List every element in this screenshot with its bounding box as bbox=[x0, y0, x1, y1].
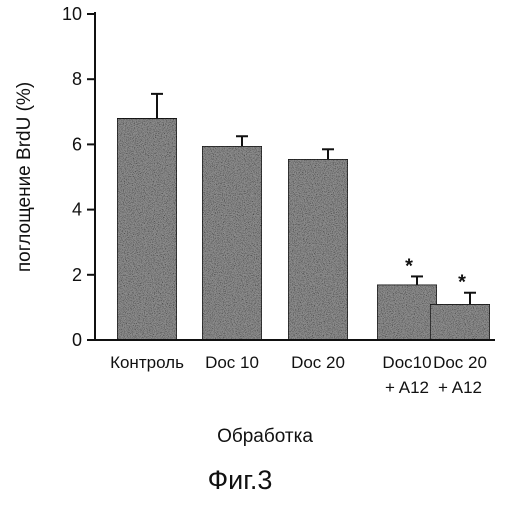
figure-caption: Фиг.3 bbox=[208, 465, 273, 495]
y-tick-label-2: 2 bbox=[72, 265, 82, 285]
bar-5 bbox=[430, 304, 490, 340]
x-axis-title: Обработка bbox=[217, 426, 313, 447]
y-tick-label-8: 8 bbox=[72, 69, 82, 89]
y-ticks-layer: 0 2 4 6 8 10 bbox=[62, 4, 95, 350]
x-labels-layer: КонтрольDoc 10Doc 20Doc10+ A12Doc 20+ A1… bbox=[110, 353, 487, 397]
y-tick-label-4: 4 bbox=[72, 200, 82, 220]
y-tick-label-6: 6 bbox=[72, 134, 82, 154]
bar-3 bbox=[288, 159, 348, 340]
significance-star-5: * bbox=[458, 272, 466, 294]
bars-layer bbox=[117, 118, 490, 340]
significance-star-4: * bbox=[405, 255, 413, 277]
x-tick-label-1: Контроль bbox=[110, 353, 184, 372]
y-tick-label-10: 10 bbox=[62, 4, 82, 24]
bar-1 bbox=[117, 118, 177, 340]
y-tick-label-0: 0 bbox=[72, 330, 82, 350]
bar-2 bbox=[202, 146, 262, 340]
x-tick-label-3: Doc 20 bbox=[291, 353, 345, 372]
bar-4 bbox=[377, 285, 437, 340]
y-axis-title: поглощение BrdU (%) bbox=[14, 82, 35, 272]
x-tick-label-5-line-2: + A12 bbox=[438, 378, 482, 397]
x-tick-label-2: Doc 10 bbox=[205, 353, 259, 372]
x-tick-label-4-line-2: + A12 bbox=[385, 378, 429, 397]
x-tick-label-4-line-1: Doc10 bbox=[382, 353, 431, 372]
x-tick-label-5-line-1: Doc 20 bbox=[433, 353, 487, 372]
